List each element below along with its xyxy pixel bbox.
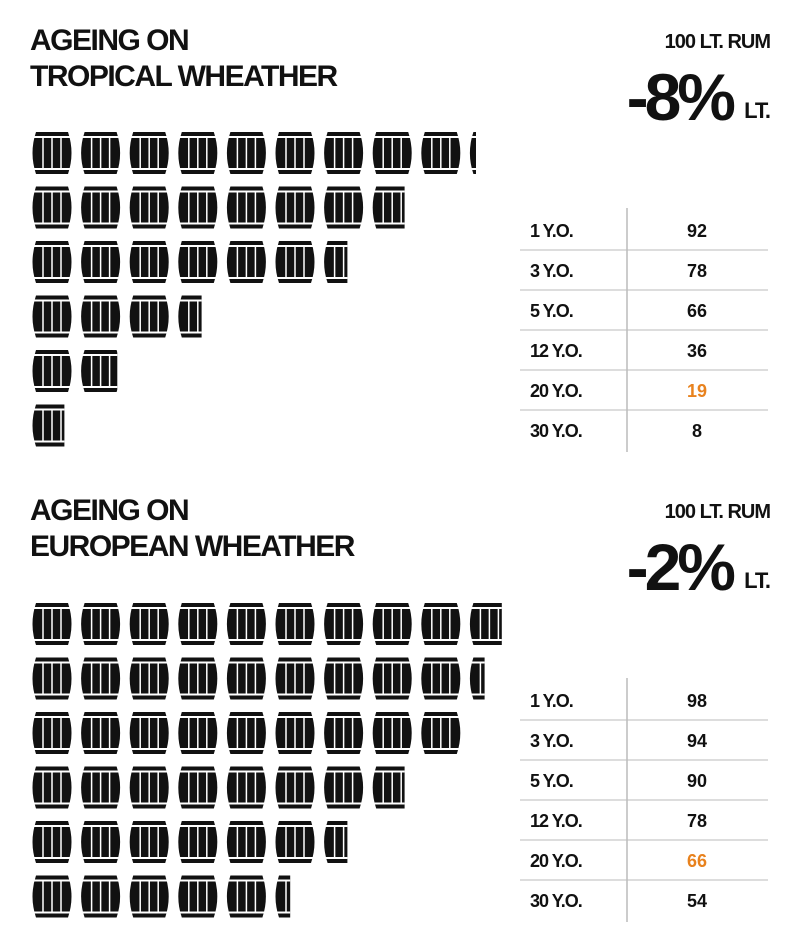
barrel-row [32,657,485,700]
loss-value: 36 [687,341,707,361]
section-title: AGEING ON [30,24,188,57]
loss-value: 54 [687,891,707,911]
loss-value: 66 [687,301,707,321]
age-label: 3 Y.O. [530,731,573,751]
loss-value: 98 [687,691,707,711]
section-title: TROPICAL WHEATHER [30,60,339,93]
loss-value: 92 [687,221,707,241]
section-title: EUROPEAN WHEATHER [30,530,356,563]
volume-label: 100 LT. RUM [665,31,771,53]
loss-value: 90 [687,771,707,791]
barrel-row [32,186,405,229]
age-label: 12 Y.O. [530,811,582,831]
loss-value: 66 [687,851,707,871]
loss-value: 19 [687,381,707,401]
change-value: -2% [627,530,735,604]
age-label: 30 Y.O. [530,421,582,441]
age-label: 5 Y.O. [530,771,573,791]
loss-value: 78 [687,811,707,831]
barrel-row [32,404,65,447]
barrel-row [32,241,348,283]
change-value: -8% [627,60,735,134]
loss-value: 78 [687,261,707,281]
volume-label: 100 LT. RUM [665,501,771,523]
barrel-row [32,766,405,809]
unit-label: LT. [744,98,770,123]
age-label: 3 Y.O. [530,261,573,281]
age-label: 1 Y.O. [530,221,573,241]
age-label: 20 Y.O. [530,851,582,871]
barrel-row [32,132,476,174]
age-label: 12 Y.O. [530,341,582,361]
barrel-row [32,603,502,645]
barrel-row [32,350,118,392]
barrel-row [32,712,461,754]
loss-value: 8 [692,421,702,441]
section-title: AGEING ON [30,494,188,527]
age-label: 5 Y.O. [530,301,573,321]
age-label: 20 Y.O. [530,381,582,401]
age-label: 30 Y.O. [530,891,582,911]
age-label: 1 Y.O. [530,691,573,711]
barrel-row [32,295,202,338]
loss-value: 94 [687,731,707,751]
unit-label: LT. [744,568,770,593]
barrel-row [32,821,348,863]
barrel-row [32,875,291,918]
